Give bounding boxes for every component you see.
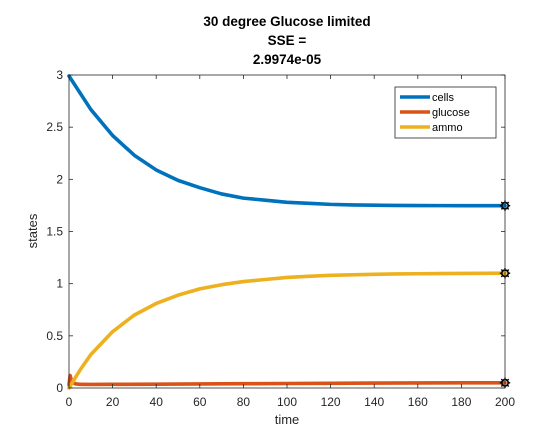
x-tick-label: 20	[106, 395, 120, 409]
x-axis-label: time	[275, 412, 300, 427]
legend-label: glucose	[432, 107, 470, 119]
x-tick-label: 100	[277, 395, 297, 409]
legend-items: cells glucose ammo	[400, 92, 470, 134]
series-line-ammo	[67, 271, 507, 390]
legend-item-glucose: glucose	[400, 107, 470, 119]
x-tick-label: 160	[408, 395, 428, 409]
series-line-cells	[67, 74, 507, 208]
legend-label: ammo	[432, 122, 463, 134]
y-tick-label: 2	[56, 172, 63, 186]
y-tick-label: 0.5	[46, 329, 63, 343]
x-tick-label: 60	[193, 395, 207, 409]
x-tick-label: 40	[150, 395, 164, 409]
legend: cells glucose ammo	[394, 86, 497, 139]
legend-label: cells	[432, 92, 455, 104]
chart-title: 30 degree Glucose limited SSE = 2.9974e-…	[203, 14, 370, 67]
chart-title-line-3: 2.9974e-05	[253, 52, 322, 67]
x-tick-label: 180	[451, 395, 471, 409]
x-tick-label: 80	[237, 395, 251, 409]
legend-item-ammo: ammo	[400, 122, 463, 134]
y-axis-label: states	[25, 213, 40, 248]
x-axis-ticks: 0 20 40 60 80 100 120 140 160 180 200	[66, 75, 515, 409]
y-tick-label: 2.5	[46, 120, 63, 134]
y-axis-ticks: 0 0.5 1 1.5 2 2.5 3	[46, 68, 505, 395]
x-tick-label: 0	[66, 395, 73, 409]
y-tick-label: 0	[56, 381, 63, 395]
x-tick-label: 200	[495, 395, 515, 409]
y-tick-label: 3	[56, 68, 63, 82]
x-tick-label: 120	[321, 395, 341, 409]
legend-item-cells: cells	[400, 92, 455, 104]
y-tick-label: 1.5	[46, 225, 63, 239]
x-tick-label: 140	[364, 395, 384, 409]
chart-title-line-1: 30 degree Glucose limited	[203, 14, 370, 29]
y-tick-label: 1	[56, 277, 63, 291]
chart-title-line-2: SSE =	[268, 33, 307, 48]
